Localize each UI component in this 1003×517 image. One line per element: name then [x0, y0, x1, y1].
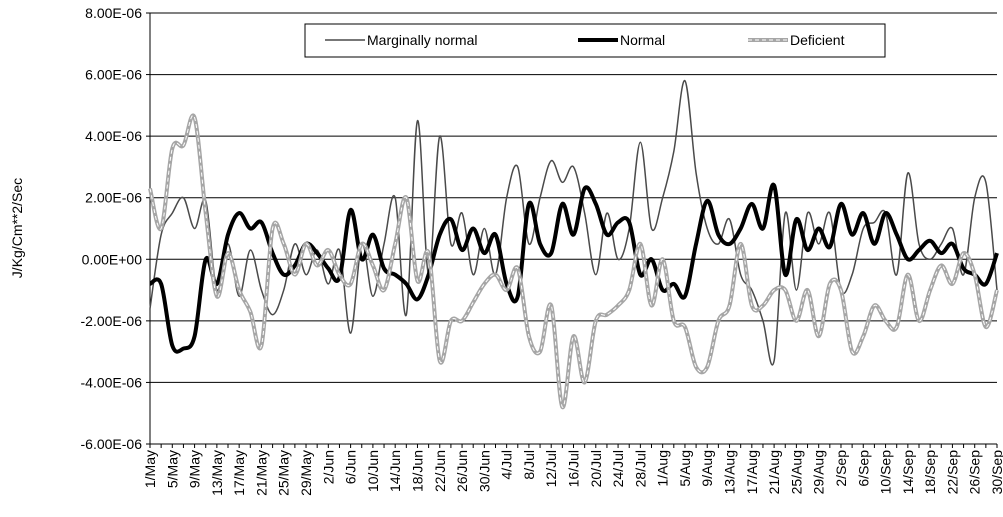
x-tick-label: 16/Jul	[566, 450, 582, 487]
x-tick-label: 25/May	[276, 450, 292, 496]
x-tick-label: 21/May	[253, 450, 269, 496]
y-tick-label: 6.00E-06	[85, 67, 142, 83]
x-tick-label: 13/Aug	[722, 450, 738, 494]
series-line-dash	[149, 114, 998, 408]
x-tick-label: 17/May	[231, 450, 247, 496]
x-tick-label: 4/Jul	[499, 450, 515, 480]
x-tick-label: 10/Sep	[878, 450, 894, 495]
x-tick-label: 30/Sep	[989, 450, 1003, 495]
x-tick-label: 20/Jul	[588, 450, 604, 487]
x-tick-label: 29/Aug	[811, 450, 827, 494]
x-tick-label: 8/Jul	[521, 450, 537, 480]
x-tick-label: 13/May	[209, 450, 225, 496]
x-tick-label: 6/Jun	[343, 450, 359, 484]
y-tick-label: -6.00E-06	[81, 436, 143, 452]
x-tick-label: 18/Jun	[409, 450, 425, 492]
x-tick-label: 6/Sep	[855, 450, 871, 487]
y-tick-label: 8.00E-06	[85, 5, 142, 21]
legend-label: Deficient	[790, 32, 845, 48]
x-tick-label: 26/Jun	[454, 450, 470, 492]
x-tick-label: 5/Aug	[677, 450, 693, 487]
x-tick-label: 14/Jun	[387, 450, 403, 492]
y-tick-label: -2.00E-06	[81, 313, 143, 329]
x-tick-label: 2/Jun	[320, 450, 336, 484]
x-tick-label: 9/Aug	[699, 450, 715, 487]
x-tick-label: 9/May	[187, 450, 203, 488]
x-tick-label: 10/Jun	[365, 450, 381, 492]
x-tick-label: 24/Jul	[610, 450, 626, 487]
x-tick-label: 1/May	[142, 450, 158, 488]
y-tick-label: 4.00E-06	[85, 128, 142, 144]
x-tick-label: 26/Sep	[967, 450, 983, 495]
x-tick-label: 22/Jun	[432, 450, 448, 492]
y-tick-label: 2.00E-06	[85, 190, 142, 206]
y-axis-title: J/Kg/Cm**2/Sec	[9, 178, 25, 278]
legend-label: Marginally normal	[367, 32, 477, 48]
x-tick-label: 29/May	[298, 450, 314, 496]
x-tick-label: 5/May	[164, 450, 180, 488]
x-tick-label: 22/Sep	[944, 450, 960, 495]
y-tick-label: -4.00E-06	[81, 374, 143, 390]
x-tick-label: 12/Jul	[543, 450, 559, 487]
series-line	[149, 182, 999, 354]
x-tick-label: 25/Aug	[788, 450, 804, 494]
y-tick-label: 0.00E+00	[82, 251, 143, 267]
x-tick-label: 28/Jul	[632, 450, 648, 487]
x-tick-label: 2/Sep	[833, 450, 849, 487]
x-tick-label: 30/Jun	[476, 450, 492, 492]
x-tick-label: 21/Aug	[766, 450, 782, 494]
x-tick-label: 1/Aug	[655, 450, 671, 487]
x-tick-label: 14/Sep	[900, 450, 916, 495]
x-tick-label: 18/Sep	[922, 450, 938, 495]
legend-label: Normal	[620, 32, 665, 48]
x-tick-label: 17/Aug	[744, 450, 760, 494]
